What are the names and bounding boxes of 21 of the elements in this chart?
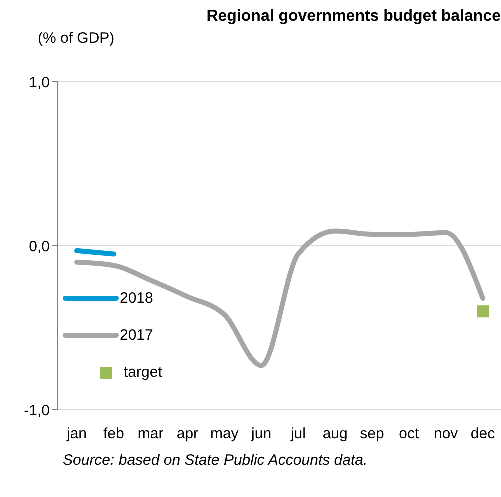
x-tick-label: apr bbox=[176, 426, 199, 443]
x-tick-label: feb bbox=[103, 426, 124, 443]
x-tick-label: mar bbox=[138, 426, 164, 443]
x-tick-label: jul bbox=[290, 426, 306, 443]
y-tick-label: -1,0 bbox=[24, 402, 50, 420]
y-axis-title: (% of GDP) bbox=[37, 30, 116, 49]
source-note: Source: based on State Public Accounts data. bbox=[62, 452, 369, 469]
x-tick-label: nov bbox=[434, 426, 459, 443]
x-tick-label: aug bbox=[322, 426, 348, 443]
x-tick-label: jun bbox=[250, 426, 272, 443]
x-tick-label: oct bbox=[399, 426, 420, 443]
x-tick-label: dec bbox=[470, 426, 496, 443]
chart-title: Regional governments budget balance bbox=[206, 8, 501, 27]
legend-label: target bbox=[124, 364, 162, 381]
legend-label: 2017 bbox=[120, 327, 154, 344]
x-tick-label: sep bbox=[360, 426, 384, 443]
y-tick-label: 0,0 bbox=[29, 238, 50, 256]
legend-label: 2018 bbox=[120, 290, 154, 307]
y-tick-label: 1,0 bbox=[29, 74, 50, 92]
x-tick-label: may bbox=[210, 426, 240, 443]
x-tick-label: jan bbox=[66, 426, 88, 443]
